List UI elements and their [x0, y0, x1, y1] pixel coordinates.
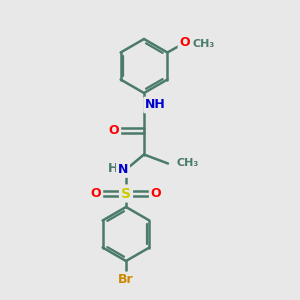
Text: H: H: [108, 161, 118, 175]
Text: CH₃: CH₃: [176, 158, 199, 169]
Text: CH₃: CH₃: [192, 39, 214, 49]
Text: O: O: [151, 187, 161, 200]
Text: N: N: [118, 163, 128, 176]
Text: NH: NH: [145, 98, 166, 112]
Text: O: O: [179, 36, 190, 49]
Text: S: S: [121, 187, 131, 200]
Text: O: O: [91, 187, 101, 200]
Text: O: O: [109, 124, 119, 137]
Text: Br: Br: [118, 273, 134, 286]
